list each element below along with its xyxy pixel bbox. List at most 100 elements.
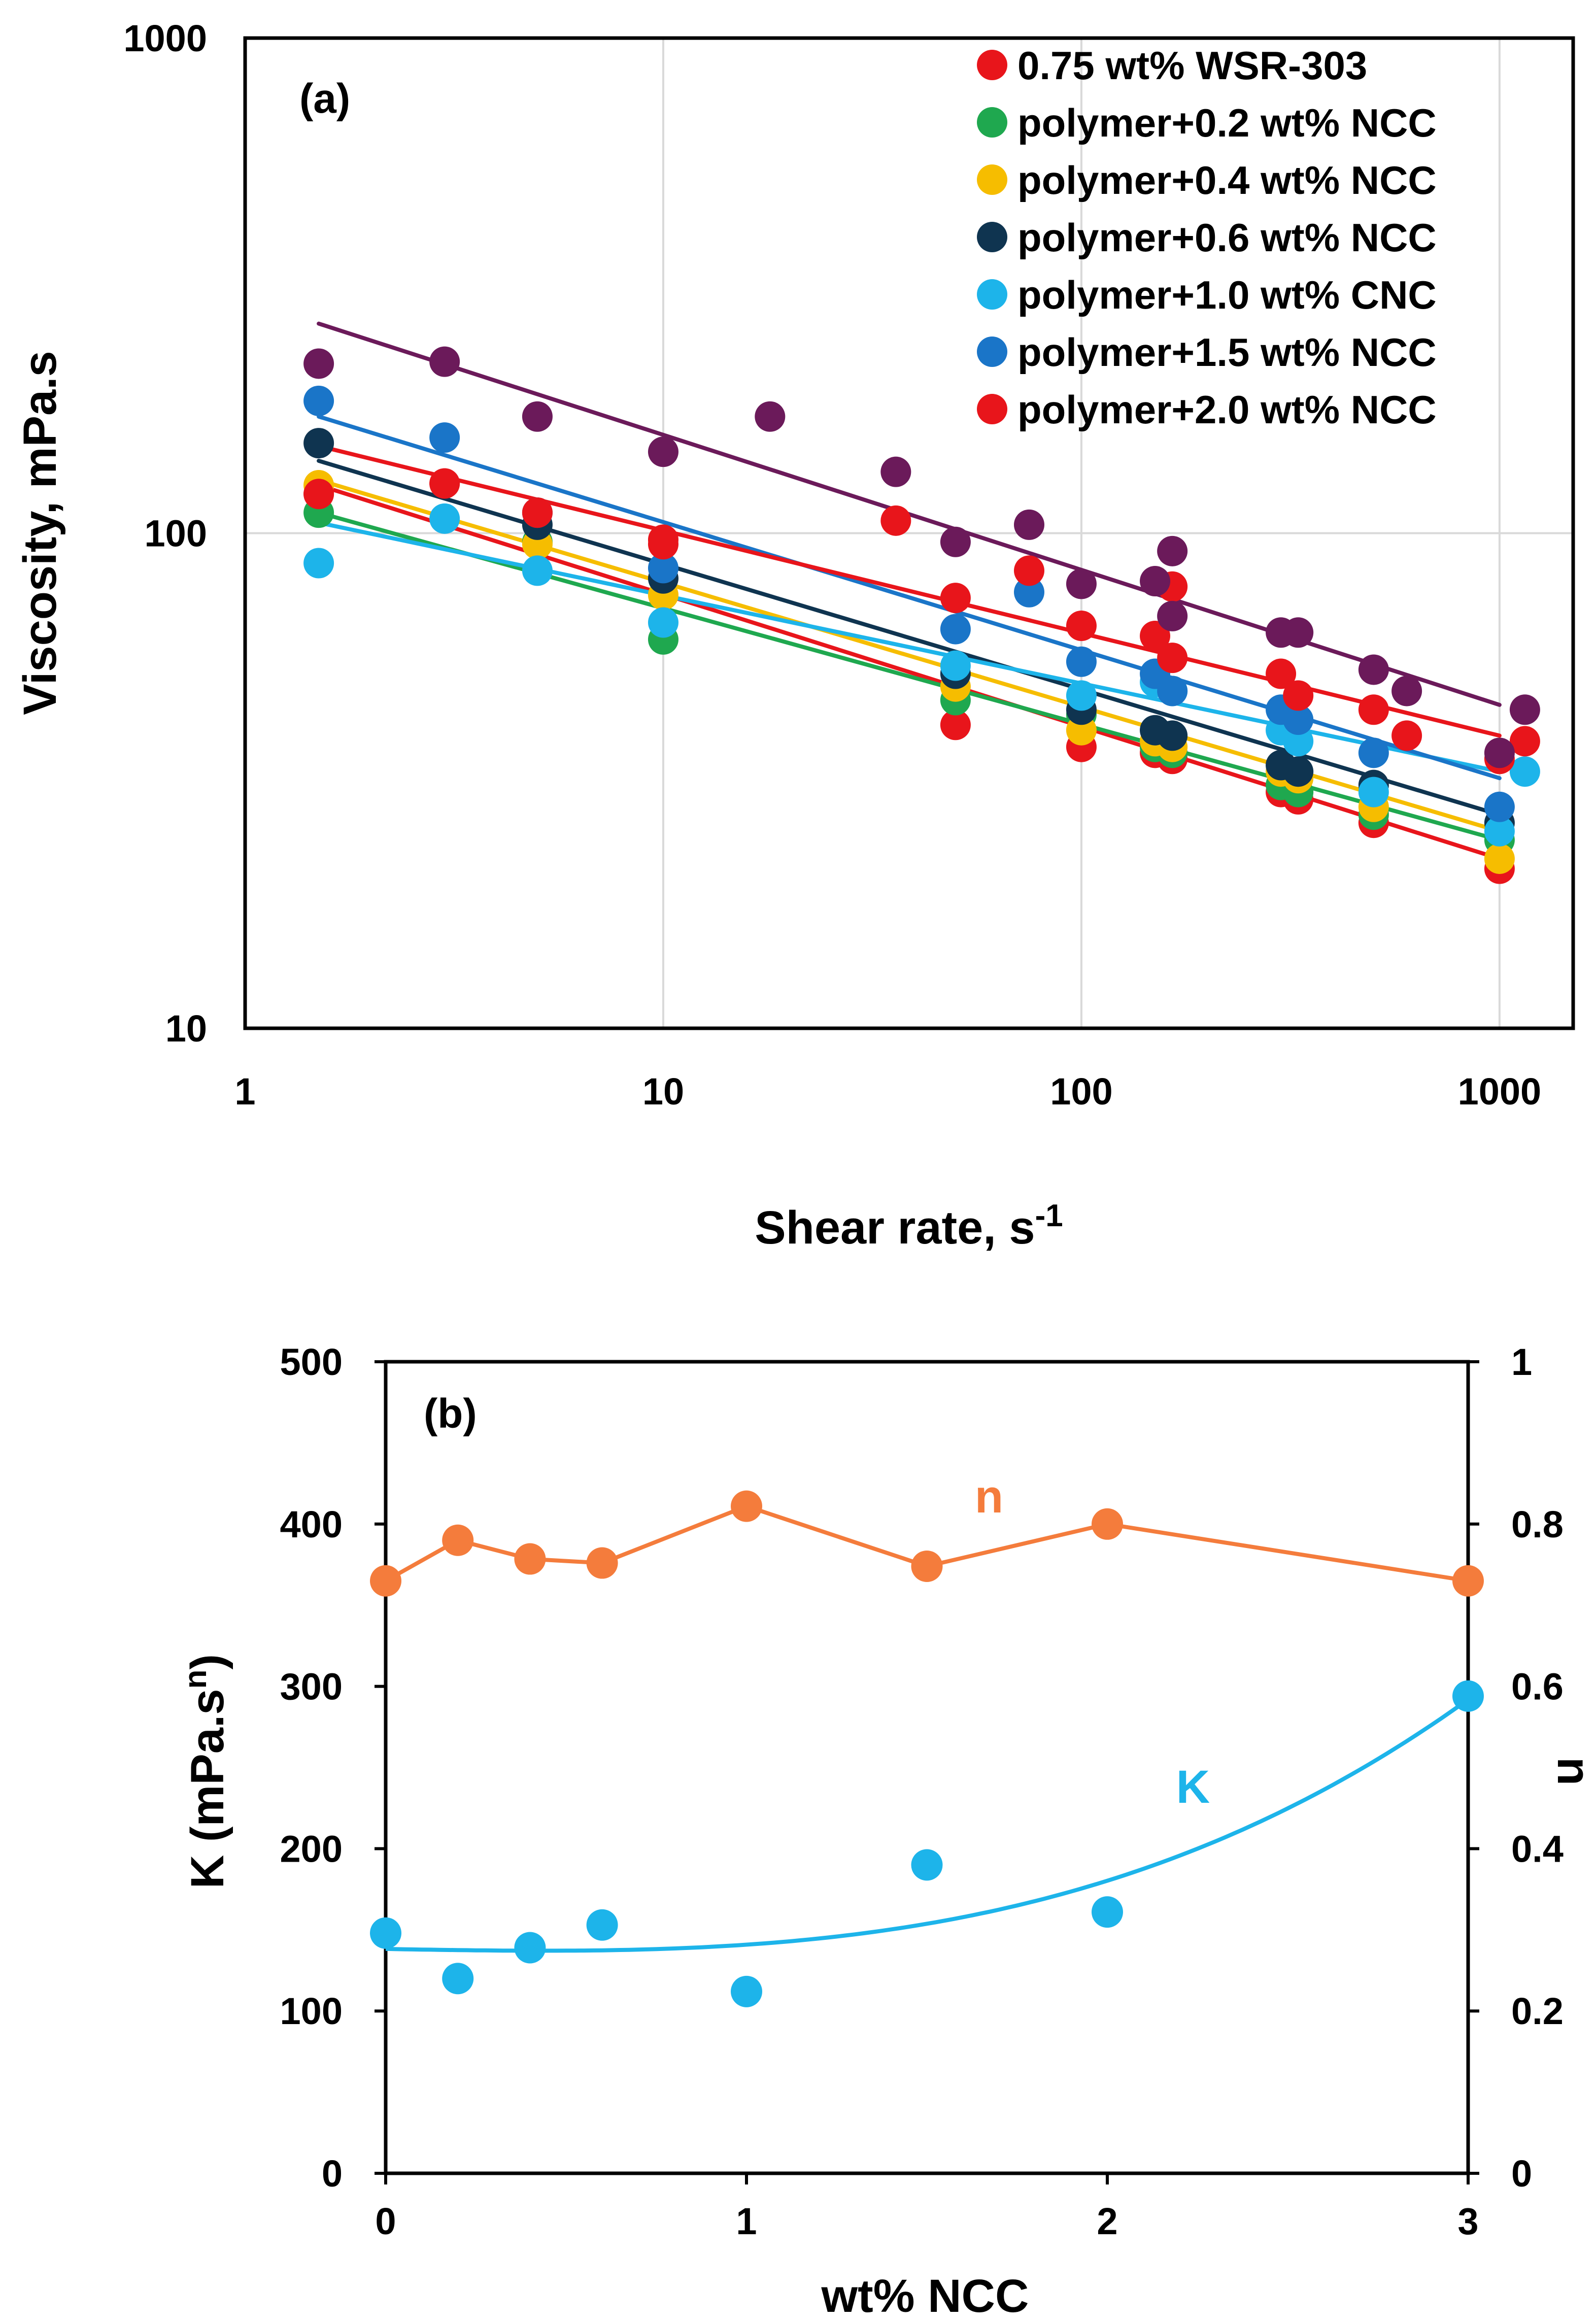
panel-b-k-point [1092, 1896, 1123, 1928]
panel-a-y-tick-label: 100 [145, 513, 207, 555]
panel-b-n-point [514, 1543, 546, 1575]
panel-a-points [303, 346, 1540, 884]
panel-a-legend-label: polymer+1.0 wt% CNC [1017, 273, 1437, 317]
panel-a-data-point [1509, 694, 1540, 725]
panel-b-y-left-tick-label: 400 [280, 1503, 343, 1545]
panel-a-data-point [1358, 777, 1389, 808]
panel-a-data-point [1157, 535, 1188, 566]
panel-a-data-point [1283, 617, 1314, 648]
panel-a-data-point [1013, 555, 1044, 586]
panel-a-data-point [880, 505, 911, 536]
panel-a-x-tick-label: 100 [1050, 1070, 1112, 1113]
panel-a-data-point [1283, 726, 1314, 757]
panel-b-x-tick-label: 3 [1457, 2200, 1478, 2242]
panel-b-x-tick-label: 2 [1097, 2200, 1117, 2242]
panel-a-data-point [1358, 694, 1389, 725]
panel-a-data-point [303, 348, 334, 379]
panel-a-legend-label: 0.75 wt% WSR-303 [1017, 43, 1367, 88]
panel-a-data-point [1066, 611, 1097, 642]
panel-a-legend-marker [977, 394, 1007, 424]
panel-b-k-point [370, 1917, 401, 1949]
panel-b-n-point [1092, 1508, 1123, 1540]
panel-b-y-right-tick-label: 0.4 [1511, 1828, 1564, 1870]
panel-b-y-right-tick-label: 0.6 [1511, 1666, 1564, 1708]
panel-a-data-point [755, 401, 786, 432]
panel-a-data-point [1066, 646, 1097, 677]
panel-a-legend-marker [977, 279, 1007, 310]
panel-b-k-series-label: K [1176, 1761, 1210, 1813]
panel-b-y-right-axis-title: n [1548, 1757, 1596, 1786]
panel-b-y-right-tick-label: 0.2 [1511, 1990, 1564, 2032]
panel-a-plot-area [243, 36, 1575, 1030]
panel-b-y-left-axis-title: K (mPa.sn) [178, 1654, 233, 1889]
panel-a-x-tick-label: 1 [234, 1070, 255, 1113]
panel-a-data-point [522, 401, 553, 432]
panel-b-x-tick-label: 1 [736, 2200, 757, 2242]
panel-a-data-point [1066, 568, 1097, 599]
panel-a-data-point [648, 529, 678, 560]
panel-a-legend-marker [977, 50, 1007, 80]
panel-b-x-tick-label: 0 [375, 2200, 396, 2242]
panel-b-y-left-tick-label: 0 [322, 2152, 343, 2195]
panel-a-data-point [1157, 720, 1188, 751]
panel-a-y-tick-label: 1000 [123, 17, 207, 59]
panel-a-legend-label: polymer+1.5 wt% NCC [1017, 330, 1437, 375]
panel-b-n-point [1452, 1565, 1484, 1597]
panel-a-data-point [1283, 680, 1314, 711]
panel-b-k-point [442, 1963, 474, 1995]
panel-a-data-point [303, 479, 334, 510]
panel-a-data-point [940, 614, 971, 645]
panel-b-k-point [1452, 1680, 1484, 1712]
panel-a-legend: 0.75 wt% WSR-303 polymer+0.2 wt% NCC polym… [977, 43, 1437, 432]
panel-a-data-point [303, 385, 334, 416]
panel-b-n-series-label: n [975, 1471, 1003, 1523]
panel-b-n-point [442, 1524, 474, 1556]
panel-a-data-point [648, 436, 678, 467]
panel-a-data-point [648, 553, 678, 584]
panel-b-k-point [911, 1849, 943, 1881]
panel-a-data-point [880, 456, 911, 487]
panel-a-data-point [940, 650, 971, 681]
panel-a-y-axis-title: Viscosity, mPa.s [14, 351, 66, 715]
panel-a-data-point [1013, 509, 1044, 540]
panel-a-legend-label: polymer+0.4 wt% NCC [1017, 158, 1437, 203]
panel-b-y-left-tick-label: 500 [280, 1341, 343, 1383]
panel-b-x-axis-title: wt% NCC [821, 2270, 1029, 2321]
panel-a-data-point [1509, 756, 1540, 787]
panel-b-label: (b) [424, 1391, 477, 1437]
panel-a-data-point [1484, 843, 1515, 874]
panel-a-data-point [1391, 676, 1422, 707]
panel-a-fit-line [317, 444, 1502, 738]
panel-a-data-point [1157, 600, 1188, 631]
panel-a-x-axis-title: Shear rate, s-1 [755, 1198, 1063, 1254]
panel-a-data-point [429, 503, 460, 534]
panel-a-legend-marker [977, 164, 1007, 195]
panel-a-fit-line [317, 483, 1502, 861]
panel-b-k-point [586, 1909, 618, 1941]
panel-b-y-right-tick-label: 0.8 [1511, 1503, 1564, 1545]
panel-b-n-point [586, 1547, 618, 1579]
panel-a-x-tick-label: 1000 [1458, 1070, 1542, 1113]
panel-a-data-point [1157, 643, 1188, 674]
panel-a-data-point [429, 346, 460, 377]
panel-a-data-point [1140, 566, 1171, 597]
panel-a-data-point [429, 422, 460, 453]
panel-a-y-tick-label: 10 [165, 1007, 207, 1050]
panel-a-data-point [648, 607, 678, 638]
panel-a-data-point [1358, 737, 1389, 768]
panel-a-data-point [1066, 680, 1097, 711]
panel-a-legend-marker [977, 107, 1007, 138]
panel-b-y-left-tick-label: 300 [280, 1666, 343, 1708]
panel-a-data-point [1391, 720, 1422, 751]
panel-a-data-point [1266, 658, 1297, 689]
panel-a-data-point [1283, 704, 1314, 735]
panel-b-n-point [370, 1565, 401, 1597]
panel-b-series [370, 1490, 1484, 2007]
panel-a-legend-label: polymer+2.0 wt% NCC [1017, 387, 1437, 432]
panel-a-data-point [1509, 726, 1540, 757]
panel-a-legend-marker [977, 337, 1007, 367]
panel-b-n-point [911, 1550, 943, 1582]
panel-a-tick-labels: 1 10 100 1000 10 100 1000 [123, 17, 1541, 1113]
